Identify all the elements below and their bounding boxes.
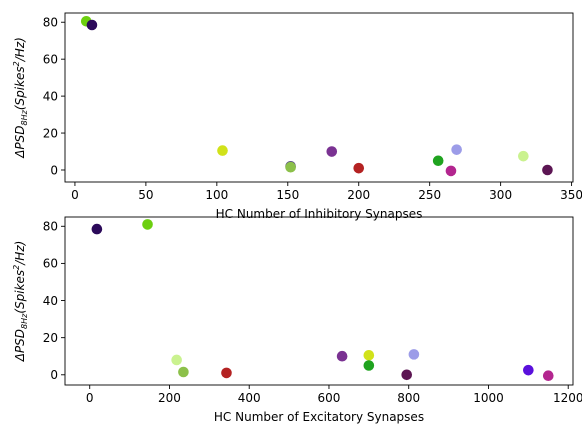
scatter-point — [86, 19, 98, 31]
x-tick-label: 200 — [158, 391, 181, 405]
y-axis-label: ΔPSD8Hz(Spikes2/Hz) — [12, 241, 29, 363]
x-tick-label: 150 — [276, 188, 299, 202]
scatter-point — [451, 144, 462, 155]
x-tick-label: 400 — [238, 391, 261, 405]
x-tick-label: 100 — [205, 188, 228, 202]
scatter-point — [353, 162, 365, 174]
scatter-point — [326, 146, 338, 157]
x-tick-label: 0 — [86, 391, 94, 405]
scatter-point — [285, 161, 296, 173]
x-tick-label: 300 — [489, 188, 512, 202]
y-tick-label: 80 — [43, 220, 58, 234]
y-tick-label: 80 — [43, 16, 58, 30]
scatter-point — [91, 223, 103, 235]
x-axis-label: HC Number of Excitatory Synapses — [214, 410, 424, 424]
y-tick-label: 20 — [43, 126, 58, 140]
y-tick-label: 0 — [50, 163, 58, 177]
scatter-point — [518, 150, 529, 162]
scatter-point — [363, 350, 375, 361]
scatter-point — [363, 360, 375, 371]
scatter-point — [445, 165, 457, 177]
y-tick-label: 60 — [43, 52, 58, 66]
x-tick-label: 600 — [318, 391, 341, 405]
x-tick-label: 50 — [138, 188, 153, 202]
scatter-point — [336, 350, 348, 362]
scatter-point — [142, 219, 153, 230]
x-tick-label: 800 — [397, 391, 420, 405]
scatter-point — [408, 349, 420, 360]
bottom-scatter-panel: 0 200 400 600 800 1000 1200 0 20 40 60 80 HC Number … — [12, 216, 582, 424]
x-tick-label: 250 — [418, 188, 441, 202]
scatter-point — [178, 366, 189, 378]
x-tick-label: 200 — [347, 188, 370, 202]
scatter-point — [542, 164, 553, 176]
x-axis-label: HC Number of Inhibitory Synapses — [216, 207, 423, 221]
axes-frame — [64, 216, 574, 386]
y-tick-label: 60 — [43, 257, 58, 271]
scatter-point — [542, 370, 554, 382]
x-tick-label: 0 — [71, 188, 79, 202]
x-tick-label: 1200 — [553, 391, 582, 405]
y-axis-label: ΔPSD8Hz(Spikes2/Hz) — [12, 37, 29, 159]
scatter-point — [221, 367, 232, 379]
scatter-point — [523, 364, 534, 376]
scatter-point — [432, 155, 444, 167]
scatter-point — [401, 369, 413, 381]
axes-frame — [64, 12, 574, 183]
x-tick-label: 350 — [560, 188, 582, 202]
y-tick-label: 40 — [43, 294, 58, 308]
top-scatter-panel: 0 50 100 150 200 250 300 350 0 20 40 60 80 HC Number … — [12, 12, 582, 221]
scatter-point — [217, 145, 228, 156]
y-tick-label: 40 — [43, 89, 58, 103]
x-tick-label: 1000 — [473, 391, 504, 405]
y-tick-label: 0 — [50, 368, 58, 382]
scatter-point — [171, 354, 182, 366]
y-tick-label: 20 — [43, 331, 58, 345]
